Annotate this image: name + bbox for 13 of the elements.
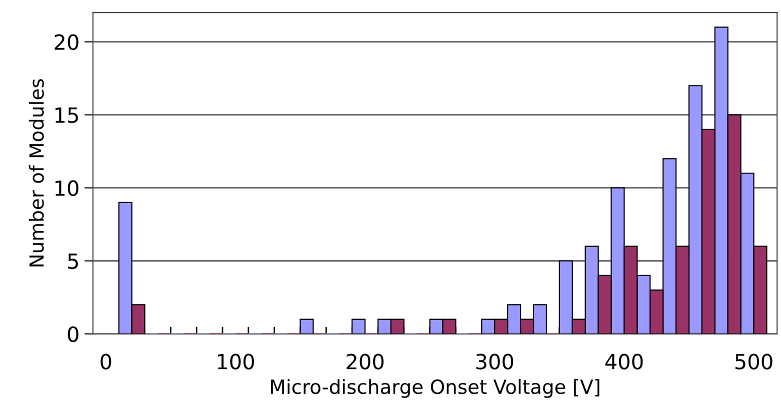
y-tick-label: 10 [56,180,78,196]
x-tick-label: 0 [100,354,112,370]
x-tick-label: 300 [476,354,514,370]
y-axis-title: Number of Modules [28,79,44,266]
x-tick-label: 100 [218,354,254,370]
y-tick-label: 15 [56,108,78,124]
x-axis-title: Micro-discharge Onset Voltage [V] [271,379,600,398]
y-tick-label: 0 [68,326,78,342]
x-tick-label: 200 [346,354,384,370]
y-tick-label: 5 [68,254,78,270]
x-tick-label: 500 [735,354,772,370]
y-tick-label: 20 [54,34,78,50]
x-tick-label: 400 [605,354,643,370]
